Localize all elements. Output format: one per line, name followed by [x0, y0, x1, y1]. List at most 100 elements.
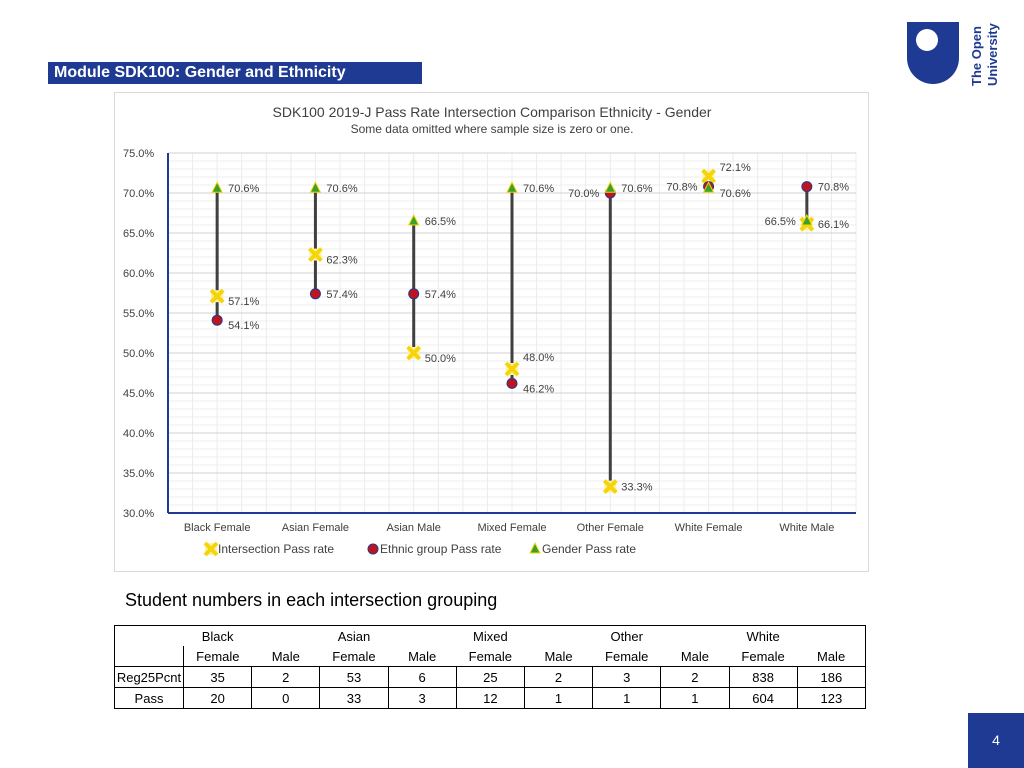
y-tick-label: 55.0%: [123, 308, 154, 320]
table-cell: 838: [728, 666, 798, 688]
page-number: 4: [968, 713, 1024, 768]
table-sub-header: Male: [524, 646, 593, 667]
x-tick-label: White Female: [675, 522, 743, 534]
x-tick-label: Asian Female: [282, 522, 349, 534]
row-label: Pass: [114, 687, 184, 709]
table-sub-header: Male: [797, 646, 866, 667]
legend-marker: [529, 541, 541, 554]
data-point: [701, 168, 716, 184]
y-tick-label: 75.0%: [123, 148, 154, 160]
table-cell: 1: [523, 687, 594, 709]
data-label: 48.0%: [523, 352, 554, 364]
chart-title: SDK100 2019-J Pass Rate Intersection Com…: [273, 104, 712, 120]
data-point: [407, 213, 420, 226]
data-point: [604, 181, 617, 193]
x-tick-label: Black Female: [184, 522, 251, 534]
logo-text-2: University: [985, 22, 1000, 86]
legend-marker: [203, 541, 219, 557]
data-label: 70.8%: [666, 182, 697, 194]
data-label: 57.1%: [228, 296, 259, 308]
y-tick-label: 65.0%: [123, 228, 154, 240]
chart-svg: SDK100 2019-J Pass Rate Intersection Com…: [123, 104, 857, 557]
y-tick-label: 40.0%: [123, 428, 154, 440]
table-cell: 3: [592, 666, 662, 688]
table-sub-header: Female: [319, 646, 389, 667]
table-group-header: Black: [201, 628, 234, 644]
data-point: [408, 288, 420, 300]
data-label: 57.4%: [425, 289, 456, 301]
data-label: 70.6%: [326, 183, 357, 195]
data-label: 62.3%: [326, 255, 357, 267]
table-cell: 0: [251, 687, 321, 709]
table-cell: 1: [660, 687, 730, 709]
table-group-header: [252, 626, 320, 647]
table-group-header: [388, 626, 456, 647]
y-tick-label: 60.0%: [123, 268, 154, 280]
table-cell: 2: [251, 666, 321, 688]
x-tick-label: Mixed Female: [477, 522, 546, 534]
data-label: 70.0%: [568, 188, 599, 200]
table-group-header: Asian: [337, 628, 371, 644]
open-university-logo: The Open University: [905, 20, 1005, 90]
table-sub-header: Male: [388, 646, 457, 667]
logo-text-1: The Open: [969, 26, 984, 86]
data-label: 57.4%: [326, 289, 357, 301]
table-cell: 53: [319, 666, 389, 688]
table-corner-cell: [114, 646, 184, 667]
data-point: [211, 181, 223, 193]
table-cell: 25: [455, 666, 525, 688]
table-sub-header: Female: [729, 646, 798, 667]
table-group-header: White: [746, 628, 780, 644]
y-tick-label: 35.0%: [123, 468, 154, 480]
data-label: 66.5%: [425, 216, 456, 228]
table-cell: 20: [182, 687, 253, 709]
data-label: 70.6%: [523, 183, 554, 195]
data-point: [211, 314, 223, 326]
table-sub-header: Male: [251, 646, 320, 667]
data-point: [506, 181, 518, 193]
y-tick-label: 70.0%: [123, 188, 154, 200]
legend-marker: [367, 543, 379, 555]
table-cell: 33: [319, 687, 389, 709]
data-label: 54.1%: [228, 320, 259, 332]
row-label: Reg25Pcnt: [114, 666, 184, 688]
slide-title: Module SDK100: Gender and Ethnicity: [48, 62, 422, 84]
data-label: 70.8%: [818, 182, 849, 194]
table-cell: 6: [387, 666, 457, 688]
table-cell: 186: [796, 666, 867, 688]
table-sub-header: Female: [592, 646, 661, 667]
table-sub-header-row: Female Male Female Male Female Male Fema…: [114, 646, 866, 667]
data-point: [702, 181, 715, 193]
data-point: [209, 288, 225, 304]
data-point: [602, 479, 618, 495]
data-label: 33.3%: [621, 482, 652, 494]
data-point: [801, 213, 813, 226]
data-label: 70.6%: [228, 183, 259, 195]
data-point: [801, 181, 813, 193]
table-cell: 123: [796, 687, 867, 709]
table-row: Pass 20 0 33 3 12 1 1 1 604 123: [114, 687, 867, 709]
table-cell: 3: [387, 687, 457, 709]
student-numbers-table: Black Asian Mixed Other White Female Mal…: [114, 625, 867, 709]
legend-label: Gender Pass rate: [542, 542, 636, 556]
data-label: 72.1%: [720, 162, 751, 174]
table-group-header: Other: [610, 628, 643, 644]
table-sub-header: Female: [456, 646, 525, 667]
table-cell: 1: [592, 687, 662, 709]
table-cell: 2: [660, 666, 730, 688]
legend-label: Intersection Pass rate: [218, 542, 334, 556]
table-sub-header: Female: [183, 646, 252, 667]
x-tick-label: Other Female: [577, 522, 644, 534]
data-point: [308, 247, 323, 263]
y-tick-label: 45.0%: [123, 388, 154, 400]
table-group-header-row: Black Asian Mixed Other White: [115, 626, 866, 647]
table-cell: 35: [182, 666, 253, 688]
data-label: 70.6%: [720, 188, 751, 200]
table-cell: 604: [728, 687, 798, 709]
table-sub-header: Male: [660, 646, 729, 667]
legend-label: Ethnic group Pass rate: [380, 542, 502, 556]
data-label: 66.5%: [765, 216, 796, 228]
chart-subtitle: Some data omitted where sample size is z…: [351, 122, 634, 136]
table-heading: Student numbers in each intersection gro…: [125, 590, 498, 610]
data-label: 70.6%: [621, 183, 652, 195]
